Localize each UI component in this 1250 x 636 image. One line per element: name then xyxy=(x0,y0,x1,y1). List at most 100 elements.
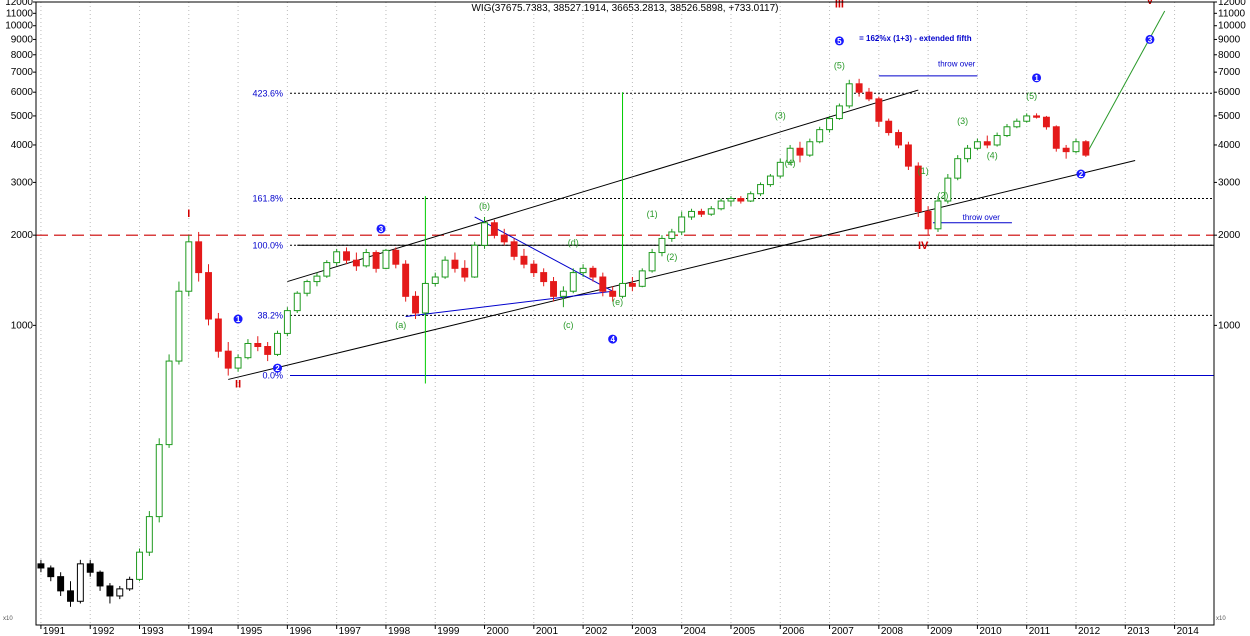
candle xyxy=(461,260,469,282)
candle xyxy=(619,281,626,299)
intermediate-wave-label: 1 xyxy=(1034,74,1039,83)
candle xyxy=(490,219,498,239)
intermediate-wave-marker: 4 xyxy=(608,334,618,344)
candle xyxy=(185,235,193,297)
candle xyxy=(648,248,656,273)
candle xyxy=(274,330,281,357)
candle xyxy=(303,279,311,297)
candle xyxy=(1003,123,1011,138)
y-tick-label-right: 4000 xyxy=(1218,140,1241,151)
candle xyxy=(806,138,814,157)
y-tick-label-right: 12000 xyxy=(1218,0,1246,8)
intermediate-wave-marker: 2 xyxy=(1076,169,1086,179)
candle xyxy=(717,198,725,211)
candle xyxy=(244,339,252,360)
intermediate-wave-marker: 3 xyxy=(1145,34,1155,44)
minor-wave-label: (1) xyxy=(918,166,929,176)
y-tick-label-right: 8000 xyxy=(1218,50,1241,61)
candle xyxy=(333,248,341,266)
candle xyxy=(224,341,232,376)
candle xyxy=(402,260,410,302)
candle xyxy=(550,277,557,302)
candle xyxy=(76,559,84,604)
candle xyxy=(599,272,607,297)
plot-frame xyxy=(35,1,1215,626)
candle xyxy=(944,174,952,204)
candle xyxy=(520,248,528,269)
candle xyxy=(540,268,548,287)
y-tick-label-right: 7000 xyxy=(1218,67,1241,78)
primary-wave-label: IV xyxy=(918,240,929,252)
y-tick-label-right: 10000 xyxy=(1218,21,1246,32)
candle xyxy=(510,238,518,261)
candle xyxy=(136,548,143,582)
candle xyxy=(924,206,932,236)
minor-wave-label: (4) xyxy=(987,151,998,161)
x-tick-label: 2010 xyxy=(979,626,1002,636)
candle xyxy=(638,268,646,288)
candle xyxy=(609,286,617,302)
candle xyxy=(737,196,745,204)
y-tick-label-right: 5000 xyxy=(1218,111,1241,122)
candle xyxy=(165,354,173,448)
candle xyxy=(973,138,981,150)
corner-label-right: x10 xyxy=(1216,616,1226,622)
triangle-line xyxy=(405,290,613,318)
intermediate-wave-label: 2 xyxy=(275,364,280,373)
intermediate-wave-label: 5 xyxy=(837,37,842,46)
x-tick-label: 2000 xyxy=(487,626,510,636)
x-tick-label: 2008 xyxy=(881,626,904,636)
x-tick-label: 2009 xyxy=(930,626,953,636)
candle xyxy=(293,291,301,313)
intermediate-wave-label: 3 xyxy=(1148,35,1153,44)
intermediate-wave-marker: 1 xyxy=(1032,73,1042,83)
primary-wave-label: V xyxy=(1146,0,1154,7)
x-tick-label: 2012 xyxy=(1078,626,1101,636)
x-tick-label: 2007 xyxy=(832,626,855,636)
candle xyxy=(697,208,705,217)
candle xyxy=(993,132,1001,147)
candle xyxy=(412,291,419,320)
candle xyxy=(904,141,912,170)
candle xyxy=(826,115,834,133)
candle xyxy=(845,79,853,109)
y-tick-label-left: 6000 xyxy=(11,87,34,98)
y-tick-label-left: 7000 xyxy=(11,67,34,78)
x-tick-label: 1998 xyxy=(388,626,411,636)
minor-wave-label: (3) xyxy=(775,111,786,121)
candle xyxy=(914,162,922,217)
x-tick-label: 2011 xyxy=(1029,626,1051,636)
minor-wave-label: (b) xyxy=(479,201,490,211)
candle xyxy=(451,252,459,273)
primary-wave-label: II xyxy=(235,379,241,391)
x-tick-label: 2005 xyxy=(733,626,756,636)
candle xyxy=(126,576,134,591)
candle xyxy=(145,511,153,556)
candle xyxy=(934,196,942,232)
candle xyxy=(678,211,686,236)
chart-title: WIG(37675.7383, 38527.1914, 36653.2813, … xyxy=(471,3,778,14)
candle xyxy=(481,216,488,249)
candle xyxy=(116,585,124,600)
y-tick-label-left: 2000 xyxy=(11,230,34,241)
candle xyxy=(1062,144,1070,159)
minor-wave-label: (3) xyxy=(957,116,968,126)
candle xyxy=(155,438,163,523)
candle xyxy=(1013,118,1021,129)
primary-wave-label: I xyxy=(187,208,190,220)
fib-level-label: 423.6% xyxy=(252,88,283,98)
candlestick-series xyxy=(37,78,1090,607)
candle xyxy=(954,155,962,181)
candle xyxy=(392,247,400,269)
y-tick-label-right: 11000 xyxy=(1218,8,1246,19)
y-tick-label-right: 2000 xyxy=(1218,230,1241,241)
candle xyxy=(1052,125,1060,152)
y-tick-label-left: 3000 xyxy=(11,177,34,188)
candle xyxy=(747,191,755,203)
candle xyxy=(47,565,55,582)
y-tick-label-left: 12000 xyxy=(5,0,33,8)
candle xyxy=(579,264,587,278)
candle xyxy=(421,281,429,315)
x-tick-label: 2014 xyxy=(1177,626,1200,636)
x-tick-label: 1997 xyxy=(339,626,362,636)
